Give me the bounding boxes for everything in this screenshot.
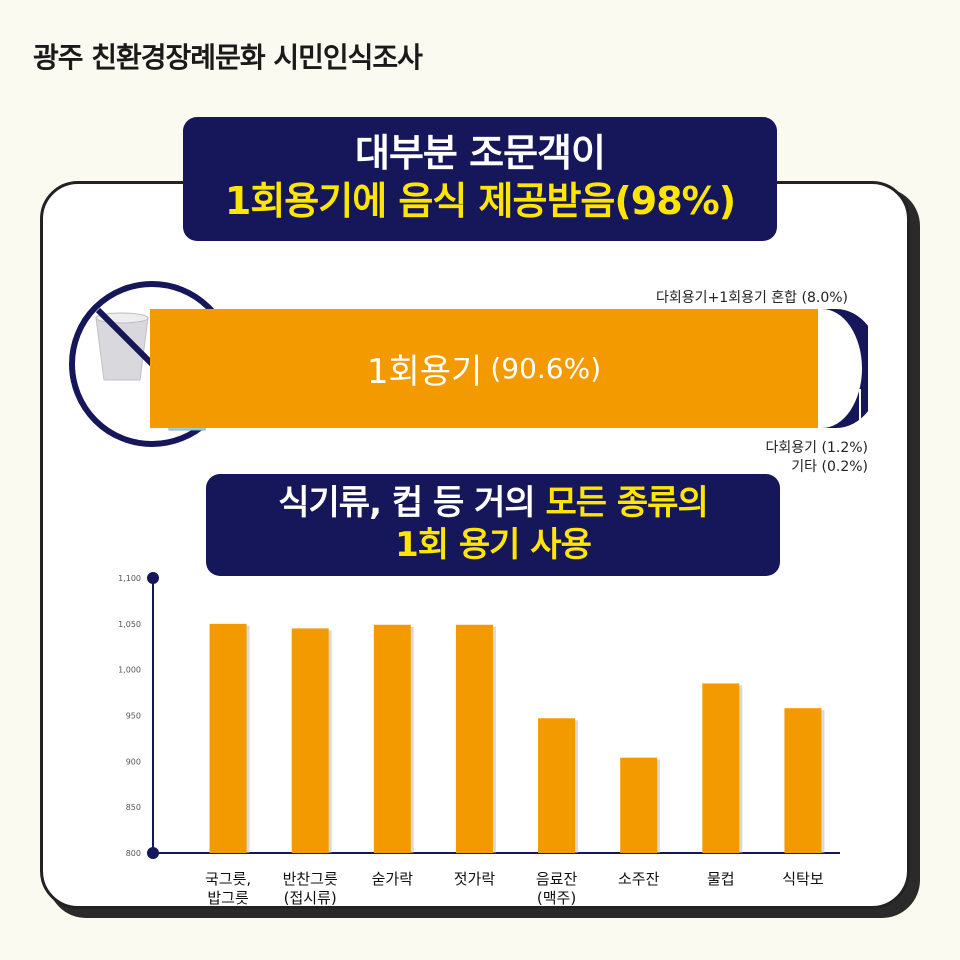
- x-tick-label: 숟가락: [372, 870, 414, 888]
- subheadline-banner: 식기류, 컵 등 거의 모든 종류의 1회 용기 사용: [206, 474, 780, 576]
- y-tick-label: 1,100: [118, 574, 141, 583]
- y-tick-label: 900: [126, 757, 141, 766]
- bar: [209, 623, 247, 853]
- bar: [784, 708, 822, 853]
- subheadline-part-b: 모든 종류의: [545, 483, 708, 523]
- single-use-bar-label: 1회용기 (90.6%): [150, 309, 818, 428]
- x-tick-label: 음료잔: [536, 870, 578, 888]
- x-tick-label: 반찬그릇: [283, 870, 338, 888]
- x-tick-label: 밥그릇: [207, 889, 249, 907]
- x-tick-label: 식탁보: [782, 870, 824, 888]
- single-use-bar: [150, 309, 818, 428]
- mixed-use-label: 다회용기+1회용기 혼합 (8.0%): [656, 290, 848, 306]
- bar: [455, 624, 493, 853]
- multi-use-label: 다회용기 (1.2%): [765, 440, 868, 456]
- headline-line-2: 1회용기에 음식 제공받음(98%): [224, 179, 736, 223]
- x-tick-label: (맥주): [537, 889, 576, 907]
- x-tick-label: 국그릇,: [205, 870, 251, 888]
- bar: [620, 757, 658, 853]
- single-use-label: 1회용기: [366, 352, 483, 392]
- x-tick-label: 젓가락: [454, 870, 496, 888]
- y-tick-label: 800: [126, 849, 141, 858]
- x-tick-label: 물컵: [707, 870, 735, 888]
- other-label: 기타 (0.2%): [791, 459, 868, 475]
- subheadline-line-2: 1회 용기 사용: [395, 525, 592, 565]
- bar: [373, 624, 411, 853]
- x-tick-label: (접시류): [284, 889, 337, 907]
- page-title: 광주 친환경장례문화 시민인식조사: [33, 41, 423, 74]
- axis-origin-dot: [147, 847, 159, 859]
- y-tick-label: 950: [126, 712, 141, 721]
- bar: [702, 683, 740, 853]
- y-tick-label: 1,050: [118, 620, 141, 629]
- bar: [538, 718, 576, 853]
- headline-banner: 대부분 조문객이 1회용기에 음식 제공받음(98%): [183, 117, 777, 241]
- y-tick-label: 850: [126, 803, 141, 812]
- headline-line-1: 대부분 조문객이: [355, 131, 606, 175]
- x-tick-label: 소주잔: [618, 870, 660, 888]
- bar: [291, 628, 329, 853]
- subheadline-line-1: 식기류, 컵 등 거의 모든 종류의: [206, 482, 780, 524]
- mixed-use-segment: [822, 309, 868, 428]
- y-tick-label: 1,000: [118, 666, 141, 675]
- subheadline-part-a: 식기류, 컵 등 거의: [278, 483, 546, 523]
- y-axis-top-dot: [147, 572, 159, 584]
- single-use-pct: (90.6%): [490, 352, 602, 385]
